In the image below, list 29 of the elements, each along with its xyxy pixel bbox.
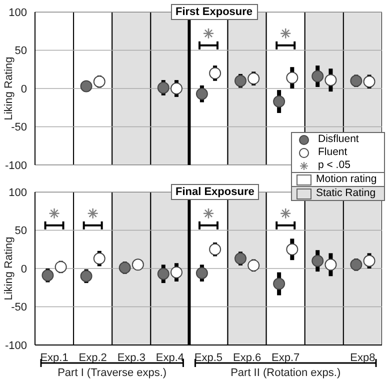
- y-tick-label: -100: [4, 340, 27, 352]
- text: Part II (Rotation exps.): [230, 367, 341, 379]
- x-tick-label: Exp.6: [232, 352, 262, 364]
- legend-label: Static Rating: [316, 187, 376, 200]
- y-tick-label: -100: [4, 160, 27, 172]
- y-tick-label: 0: [20, 263, 27, 276]
- x-tick-label: Exp.5: [194, 352, 223, 364]
- y-tick-label: 100: [8, 186, 27, 199]
- chart-title: First Exposure: [170, 4, 258, 20]
- x-tick-label: Exp.3: [117, 352, 146, 364]
- text: Motion rating: [316, 173, 377, 186]
- x-tick-label: Exp.7: [272, 352, 300, 364]
- x-tick-label: Exp8: [350, 352, 376, 364]
- legend-label: Disfluent: [318, 133, 359, 146]
- y-tick-label: 50: [14, 45, 27, 58]
- y-tick-label: 50: [14, 225, 27, 238]
- y-tick-label: 100: [8, 6, 27, 19]
- x-tick-label: Exp.1: [40, 352, 68, 364]
- text: Part I (Traverse exps.): [58, 367, 167, 379]
- y-axis-title: Liking Rating: [2, 56, 15, 120]
- chart-title: Final Exposure: [170, 184, 260, 200]
- legend-label: p < .05: [318, 159, 350, 172]
- y-tick-label: -50: [11, 302, 27, 314]
- y-axis-title: Liking Rating: [2, 236, 15, 300]
- y-tick-label: 0: [20, 83, 27, 96]
- x-tick-label: Exp.2: [78, 352, 107, 364]
- legend-label: Fluent: [318, 146, 348, 159]
- y-tick-label: -50: [11, 122, 27, 134]
- x-tick-label: Exp.4: [156, 352, 184, 364]
